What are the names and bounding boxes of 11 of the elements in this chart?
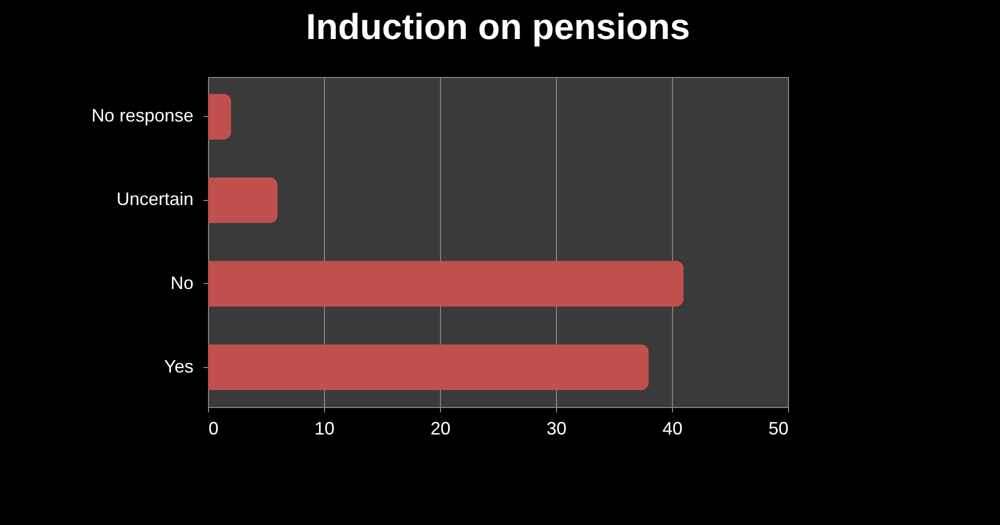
y-tick-label: No — [170, 272, 194, 293]
x-tick-label: 20 — [430, 418, 451, 438]
x-tick-label: 0 — [208, 418, 219, 438]
y-tick-label: Uncertain — [116, 189, 194, 210]
x-tick-label: 30 — [546, 418, 567, 438]
chart-title: Induction on pensions — [306, 6, 690, 47]
x-tick-label: 50 — [768, 418, 788, 438]
y-tick-label: No response — [91, 106, 194, 126]
x-tick-label: 10 — [314, 418, 335, 438]
y-tick-label: Yes — [164, 356, 194, 376]
x-tick-label: 40 — [662, 418, 683, 438]
